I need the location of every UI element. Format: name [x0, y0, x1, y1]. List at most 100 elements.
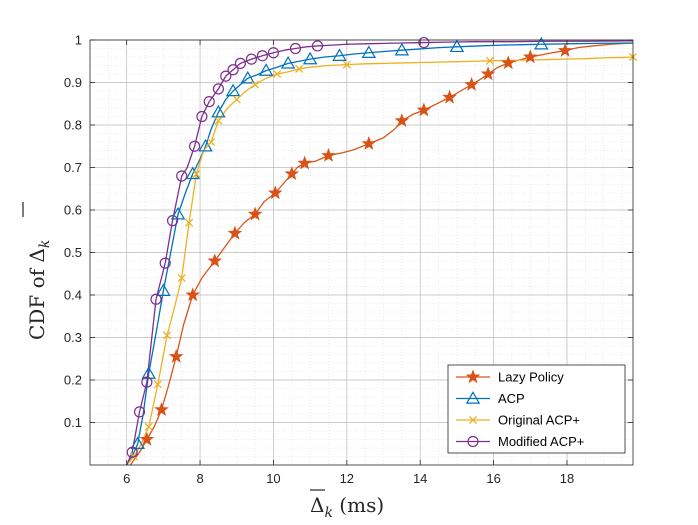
- data-point-modified-acp: [256, 50, 269, 62]
- y-axis-label: CDF of Δk: [22, 202, 53, 340]
- legend: Lazy Policy ACP Original ACP+ Modified ACP+: [447, 364, 626, 454]
- data-point-modified-acp: [203, 96, 215, 108]
- y-tick-label: 1: [75, 33, 82, 48]
- data-point-lazy-policy: [361, 136, 377, 150]
- data-point-modified-acp: [234, 57, 247, 69]
- data-point-original-acp: [273, 69, 282, 79]
- data-point-lazy-policy: [267, 185, 283, 200]
- x-label-suffix: (ms): [333, 493, 384, 517]
- data-point-lazy-policy: [522, 49, 538, 64]
- data-point-acp: [449, 39, 465, 53]
- series-line-acp: [126, 42, 634, 466]
- data-point-lazy-policy: [297, 155, 312, 170]
- data-point-acp: [280, 55, 296, 69]
- y-tick-label: 0.8: [64, 118, 82, 133]
- x-tick-label: 16: [486, 471, 500, 486]
- data-point-lazy-policy: [227, 225, 243, 240]
- data-point-acp: [240, 70, 255, 84]
- data-point-original-acp: [177, 273, 186, 283]
- x-tick-label: 14: [413, 471, 427, 486]
- data-point-lazy-policy: [154, 402, 169, 416]
- data-point-modified-acp: [220, 70, 232, 82]
- legend-marker-modified-acp: [467, 435, 479, 448]
- data-point-lazy-policy: [394, 113, 410, 127]
- data-point-original-acp: [192, 169, 201, 178]
- data-point-original-acp: [251, 80, 260, 89]
- data-point-acp: [394, 42, 410, 56]
- legend-label-original-acp: Original ACP+: [498, 413, 580, 428]
- legend-marker-lazy-policy: [465, 369, 481, 384]
- data-point-lazy-policy: [464, 76, 479, 91]
- legend-label-modified-acp: Modified ACP+: [498, 434, 584, 449]
- y-label-subscript: k: [37, 240, 53, 248]
- series-markers: [126, 36, 638, 461]
- data-point-lazy-policy: [247, 206, 263, 221]
- data-point-acp: [225, 83, 241, 97]
- data-point-modified-acp: [245, 53, 258, 65]
- y-tick-label: 0.3: [64, 330, 82, 345]
- data-point-lazy-policy: [557, 42, 573, 57]
- series-line-lazy-policy: [129, 42, 634, 466]
- y-tick-label: 0.4: [64, 288, 82, 303]
- legend-label-acp: ACP: [498, 391, 525, 406]
- data-point-lazy-policy: [500, 55, 516, 70]
- y-label-prefix: CDF of: [25, 263, 49, 340]
- data-point-modified-acp: [159, 257, 171, 269]
- y-label-symbol: Δ: [25, 248, 49, 262]
- data-point-modified-acp: [133, 406, 146, 418]
- data-point-acp: [170, 206, 186, 220]
- data-point-lazy-policy: [185, 287, 201, 302]
- y-tick-label: 0.6: [64, 203, 82, 218]
- data-point-lazy-policy: [480, 66, 496, 81]
- y-tick-label: 0.9: [64, 75, 82, 90]
- data-point-lazy-policy: [442, 89, 457, 104]
- series-lines: [126, 40, 634, 466]
- x-tick-label: 12: [340, 471, 354, 486]
- svg-text:Δk (ms): Δk (ms): [310, 493, 384, 521]
- data-point-acp: [361, 45, 377, 59]
- data-point-original-acp: [232, 95, 241, 104]
- data-point-lazy-policy: [284, 166, 300, 181]
- data-point-modified-acp: [311, 40, 324, 52]
- x-tick-label: 10: [266, 471, 280, 486]
- data-point-acp: [332, 48, 347, 61]
- data-point-acp: [534, 36, 549, 50]
- data-point-modified-acp: [126, 446, 138, 458]
- y-tick-label: 0.7: [64, 160, 82, 175]
- x-tick-label: 8: [196, 471, 203, 486]
- data-point-lazy-policy: [139, 431, 155, 446]
- data-point-modified-acp: [150, 293, 162, 305]
- legend-marker-acp: [465, 391, 481, 404]
- data-point-modified-acp: [227, 64, 239, 76]
- y-tick-label: 0.2: [64, 373, 82, 388]
- series-line-modified-acp: [126, 40, 634, 466]
- data-point-modified-acp: [166, 215, 179, 227]
- data-point-lazy-policy: [321, 147, 336, 162]
- data-point-lazy-policy: [168, 348, 184, 363]
- x-tick-label: 18: [560, 471, 574, 486]
- data-point-modified-acp: [418, 36, 430, 49]
- data-point-acp: [302, 51, 318, 65]
- data-point-lazy-policy: [416, 102, 432, 117]
- x-label-subscript: k: [324, 505, 332, 521]
- data-point-acp: [141, 366, 156, 379]
- data-point-modified-acp: [141, 376, 153, 388]
- data-point-modified-acp: [267, 47, 280, 59]
- y-tick-label: 0.5: [64, 245, 82, 260]
- data-point-original-acp: [153, 380, 162, 389]
- data-point-acp: [156, 283, 171, 296]
- data-point-acp: [211, 104, 226, 118]
- data-point-modified-acp: [188, 140, 201, 152]
- data-point-modified-acp: [289, 42, 302, 55]
- x-tick-label: 6: [123, 471, 130, 486]
- legend-label-lazy-policy: Lazy Policy: [498, 370, 564, 385]
- data-point-original-acp: [162, 331, 172, 340]
- data-point-original-acp: [295, 64, 304, 73]
- data-point-modified-acp: [176, 170, 188, 182]
- data-point-original-acp: [144, 422, 153, 431]
- svg-text:CDF of Δk: CDF of Δk: [25, 240, 53, 340]
- data-point-original-acp: [342, 60, 351, 69]
- axis-ticks: 6 8 10 12 14 16 18 0.1 0.2 0.3 0.4 0.5 0.6 0.7 0.8 0.9 1: [64, 33, 633, 486]
- series-line-original-acp: [126, 56, 634, 466]
